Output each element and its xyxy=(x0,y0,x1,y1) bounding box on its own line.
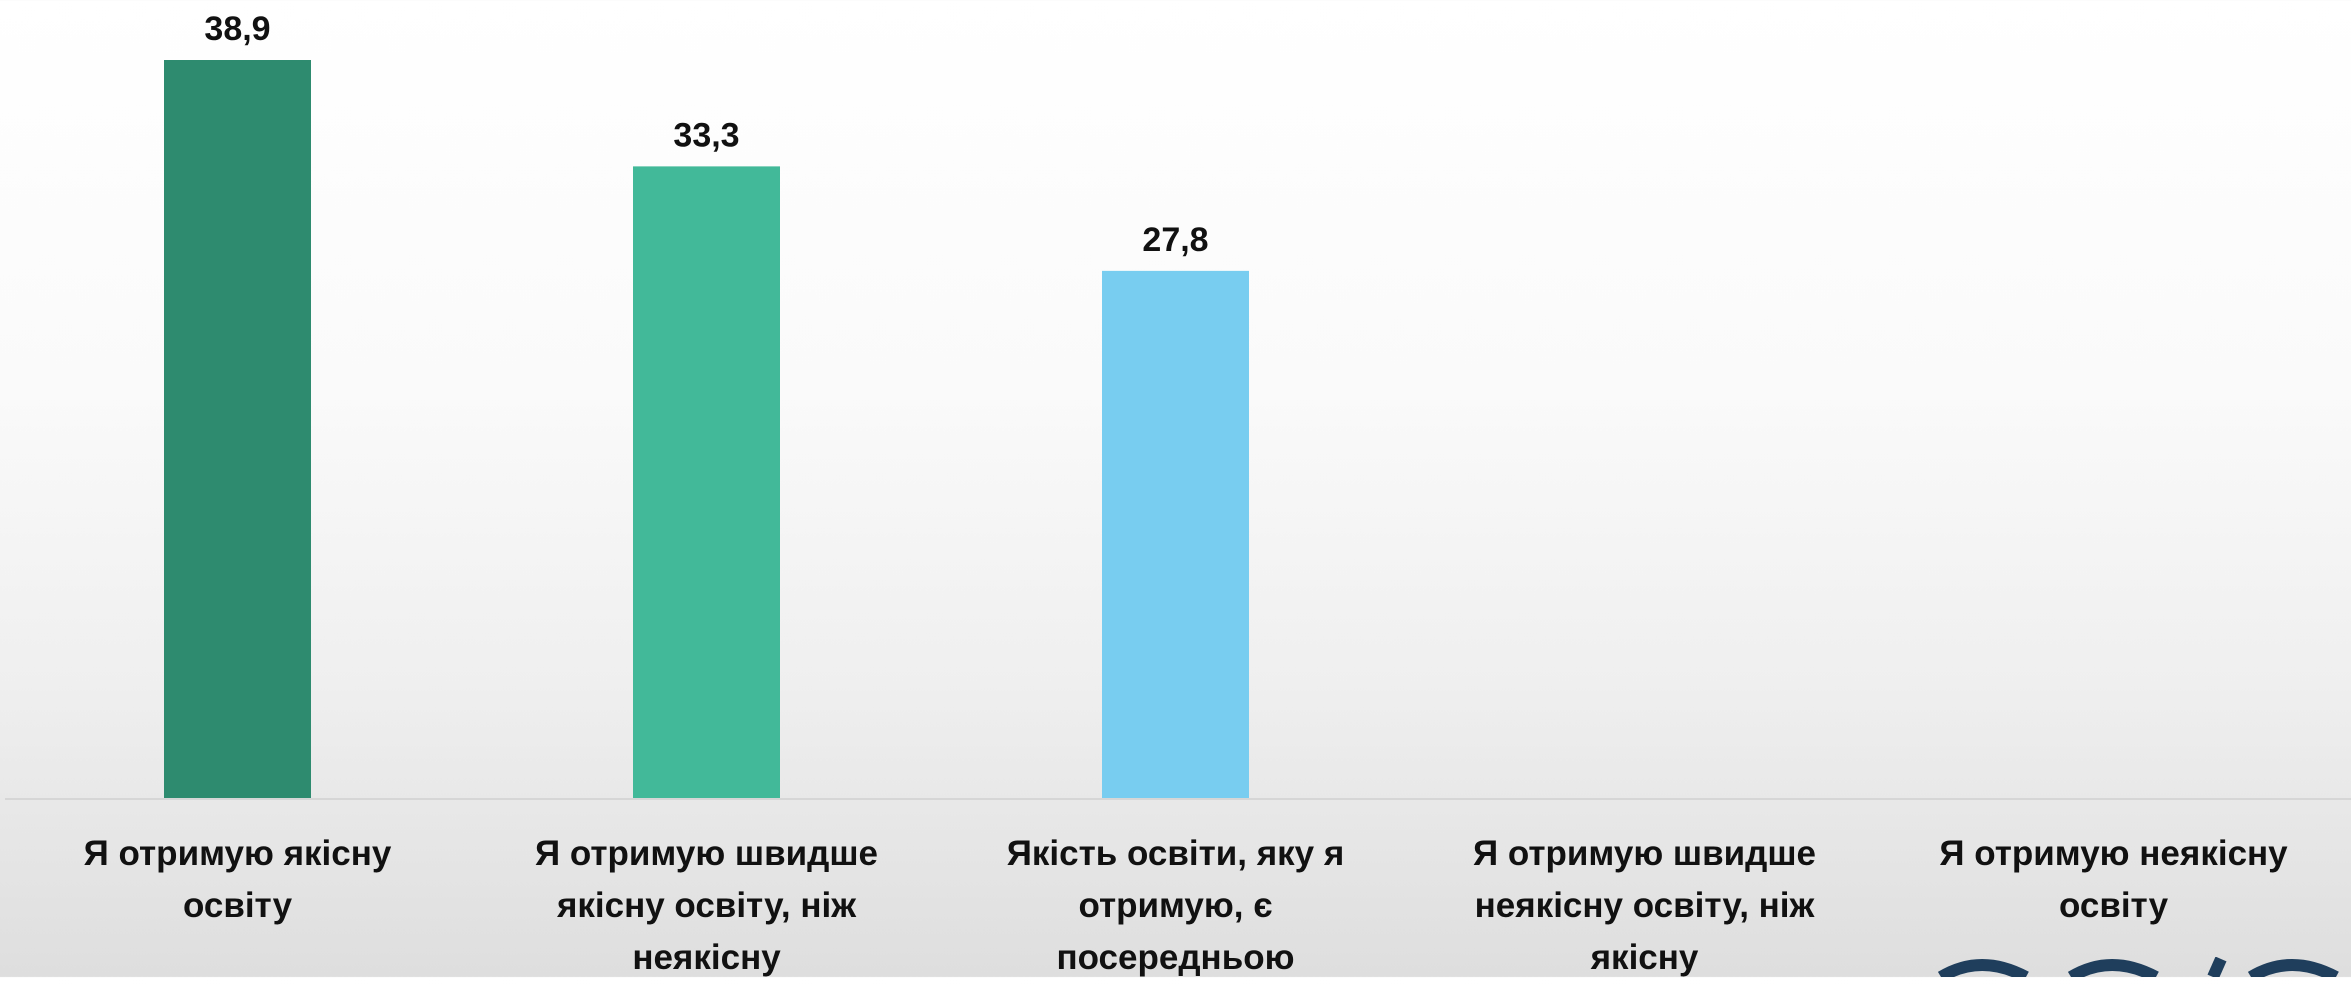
category-label-rather-poor: Я отримую швидше неякісну освіту, ніж як… xyxy=(1473,834,1816,977)
bars-layer xyxy=(164,60,1249,799)
category-label-quality-education: Я отримую якісну освіту xyxy=(83,834,392,925)
bar-1 xyxy=(633,166,780,799)
category-label-average-quality: Якість освіти, яку я отримую, є посередн… xyxy=(1006,834,1345,977)
bar-value-label-0: 38,9 xyxy=(204,10,270,48)
logo-fragment xyxy=(1937,957,2339,977)
bar-0 xyxy=(164,60,311,799)
category-label-poor-quality: Я отримую неякісну освіту xyxy=(1939,834,2288,925)
bar-value-label-2: 27,8 xyxy=(1142,221,1208,259)
category-label-rather-quality: Я отримую швидше якісну освіту, ніж неяк… xyxy=(535,834,878,977)
bar-value-label-1: 33,3 xyxy=(673,116,739,154)
value-labels-layer: 38,9 33,3 27,8 xyxy=(204,10,1208,259)
bar-2 xyxy=(1102,270,1249,799)
